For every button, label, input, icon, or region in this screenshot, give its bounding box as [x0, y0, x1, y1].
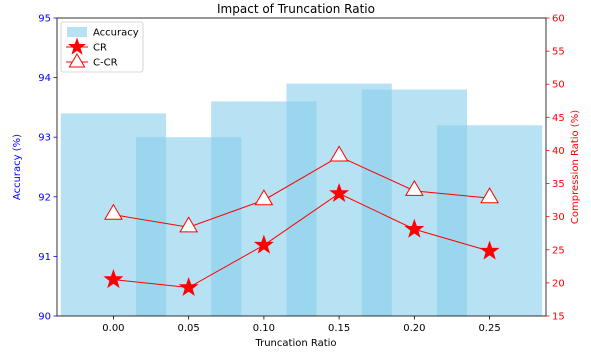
legend-label-accuracy: Accuracy — [93, 28, 139, 39]
legend-marker-cr — [67, 37, 87, 55]
legend: Accuracy CR C-CR — [60, 21, 144, 73]
y-right-tick-label-5: 40 — [552, 146, 565, 157]
x-tick-label-1: 0.05 — [178, 323, 200, 334]
legend-marker-c-cr — [68, 53, 86, 68]
y-right-tick-label-1: 20 — [552, 278, 565, 289]
bars-layer — [60, 83, 543, 317]
marker-cr-3 — [329, 182, 350, 203]
x-axis-title: Truncation Ratio — [254, 338, 336, 349]
marker-c-cr-2 — [254, 189, 274, 206]
x-tick-label-4: 0.20 — [403, 323, 425, 334]
y-left-tick-label-4: 94 — [38, 73, 51, 84]
y-axis-right-title: Compression Ratio (%) — [570, 110, 581, 224]
x-tick-label-2: 0.10 — [253, 323, 275, 334]
marker-cr-0 — [103, 269, 124, 289]
x-tick-label-3: 0.15 — [328, 323, 350, 334]
y-right-tick-label-6: 45 — [552, 113, 565, 124]
y-left-tick-label-1: 91 — [38, 252, 51, 263]
marker-c-cr-3 — [329, 145, 349, 162]
y-left-tick-label-2: 92 — [38, 192, 51, 203]
x-tick-label-5: 0.25 — [478, 323, 500, 334]
y-left-tick-label-0: 90 — [38, 312, 51, 323]
y-right-tick-label-4: 35 — [552, 179, 565, 190]
y-left-tick-label-5: 95 — [38, 14, 51, 25]
marker-cr-4 — [404, 218, 425, 238]
chart-title: Impact of Truncation Ratio — [217, 2, 375, 16]
marker-c-cr-0 — [103, 203, 123, 220]
marker-c-cr-4 — [404, 179, 424, 196]
marker-cr-5 — [479, 240, 500, 260]
lines-layer — [103, 145, 500, 297]
bar-accuracy-5 — [436, 125, 543, 316]
y-right-tick-label-0: 15 — [552, 312, 565, 323]
y-right-tick-label-7: 50 — [552, 80, 565, 91]
legend-label-cr: CR — [93, 43, 107, 54]
axes-layer: 0.00 0.05 0.10 0.15 0.20 0.25 90 91 92 93 94 95 15 20… — [38, 14, 564, 335]
marker-cr-2 — [253, 234, 274, 254]
marker-c-cr-5 — [480, 187, 500, 204]
marker-cr-1 — [178, 276, 199, 297]
y-right-tick-label-9: 60 — [552, 14, 565, 25]
y-right-tick-label-3: 30 — [552, 212, 565, 223]
legend-swatch-accuracy — [67, 27, 87, 37]
marker-c-cr-1 — [179, 216, 199, 233]
plot-frame — [56, 17, 547, 317]
legend-label-c-cr: C-CR — [93, 58, 118, 69]
y-left-tick-label-3: 93 — [38, 133, 51, 144]
y-right-tick-label-2: 25 — [552, 245, 565, 256]
line-c-cr — [113, 155, 490, 228]
x-tick-label-0: 0.00 — [102, 323, 124, 334]
y-axis-left-title: Accuracy (%) — [12, 134, 23, 200]
line-cr — [113, 192, 490, 289]
y-right-tick-label-8: 55 — [552, 47, 565, 58]
